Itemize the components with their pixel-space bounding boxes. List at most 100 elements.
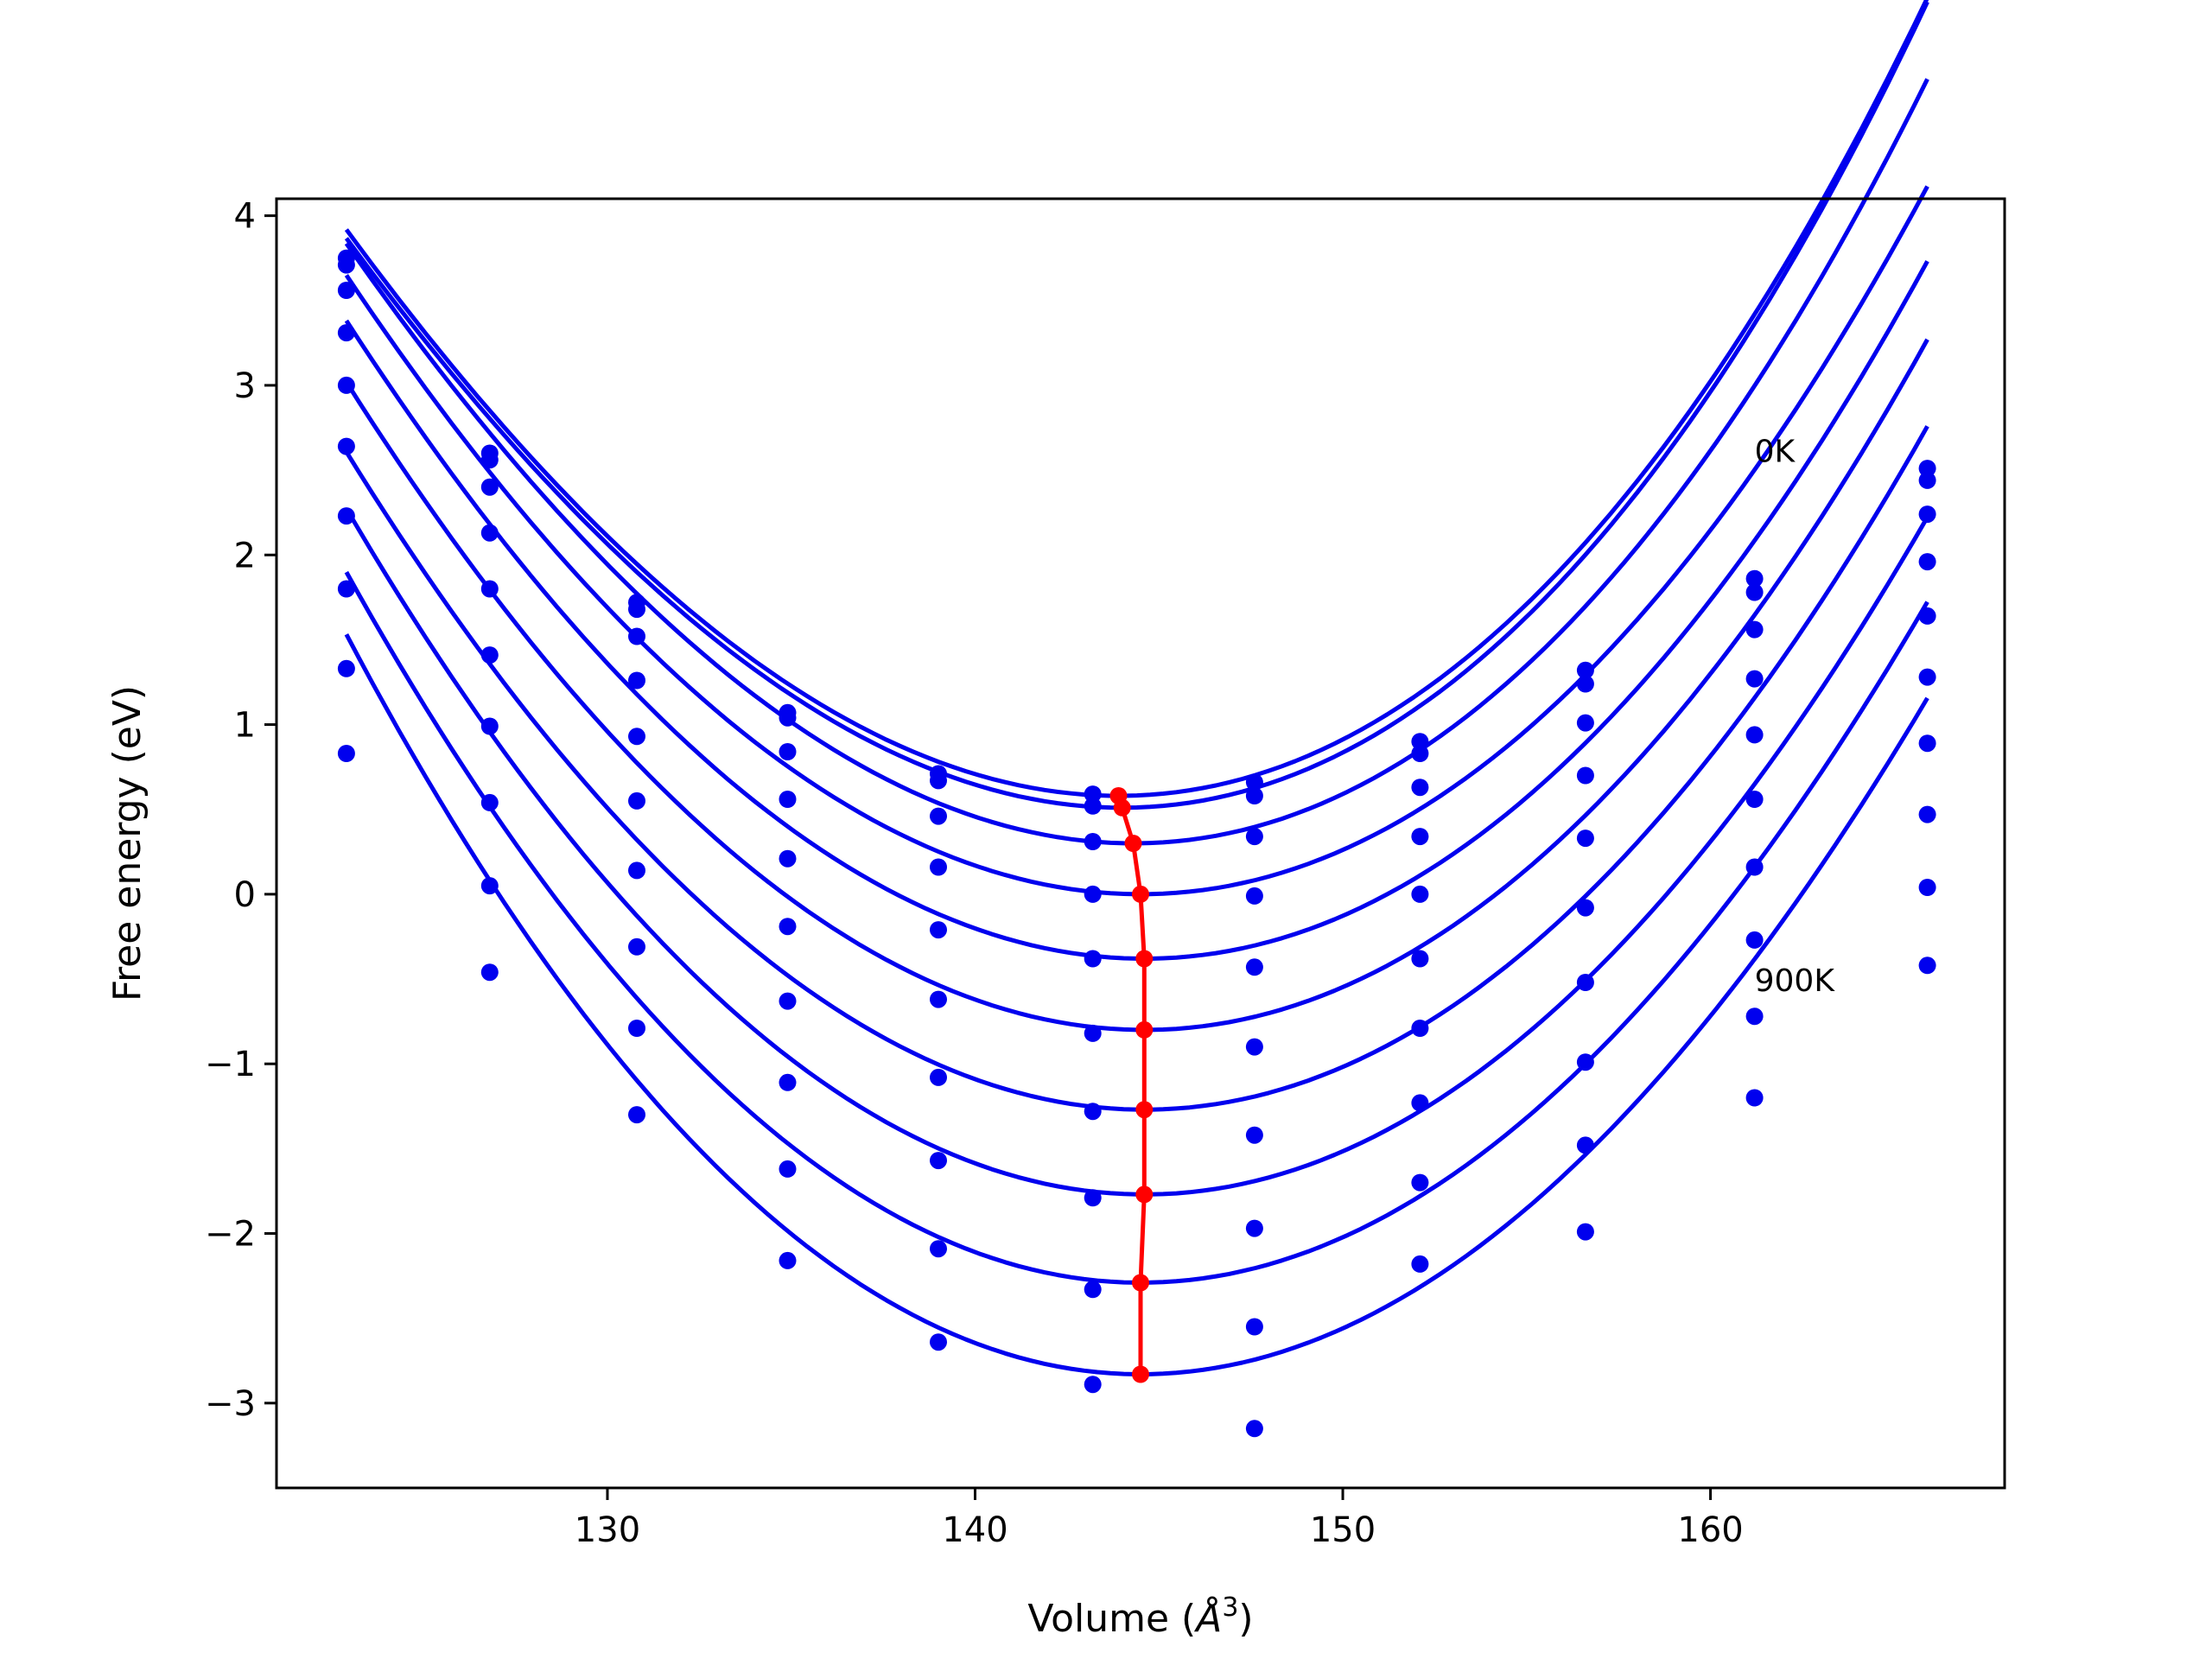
data-point-1-3 bbox=[779, 709, 797, 727]
annotation-0: 0K bbox=[1755, 434, 1796, 469]
data-point-9-3 bbox=[779, 1251, 797, 1269]
data-point-7-7 bbox=[1411, 1094, 1429, 1112]
data-point-5-0 bbox=[337, 437, 355, 455]
data-point-7-3 bbox=[779, 1073, 797, 1091]
data-point-5-4 bbox=[930, 990, 947, 1008]
data-point-4-9 bbox=[1745, 726, 1764, 744]
data-point-3-6 bbox=[1245, 887, 1263, 905]
data-point-6-10 bbox=[1918, 734, 1936, 753]
data-point-8-8 bbox=[1576, 1136, 1594, 1154]
data-point-3-0 bbox=[337, 324, 355, 342]
data-point-5-5 bbox=[1084, 1024, 1102, 1042]
data-point-3-1 bbox=[480, 524, 499, 542]
y-tick-label-2: 2 bbox=[234, 536, 256, 575]
data-point-5-2 bbox=[628, 791, 645, 810]
data-point-3-9 bbox=[1745, 670, 1764, 688]
data-point-8-3 bbox=[779, 1160, 797, 1178]
data-point-6-9 bbox=[1745, 858, 1764, 876]
y-tick-label-1: 1 bbox=[234, 706, 256, 746]
data-point-5-3 bbox=[779, 918, 797, 936]
data-point-1-2 bbox=[628, 601, 645, 619]
data-point-9-2 bbox=[628, 1106, 645, 1124]
data-point-3-10 bbox=[1918, 553, 1936, 571]
data-point-7-2 bbox=[628, 938, 645, 956]
data-point-8-0 bbox=[337, 659, 355, 677]
fit-curve-0 bbox=[344, 0, 1929, 798]
data-point-0-8 bbox=[1576, 661, 1594, 679]
minimum-path bbox=[1116, 795, 1147, 1375]
data-point-6-2 bbox=[628, 861, 645, 880]
data-point-3-5 bbox=[1084, 885, 1102, 903]
data-point-7-10 bbox=[1918, 805, 1936, 823]
data-point-4-7 bbox=[1411, 885, 1429, 903]
data-point-4-0 bbox=[337, 376, 355, 394]
data-point-5-10 bbox=[1918, 668, 1936, 686]
y-tick-label-3: 3 bbox=[234, 366, 256, 406]
data-point-3-4 bbox=[930, 858, 947, 876]
data-point-3-7 bbox=[1411, 828, 1429, 846]
data-point-9-9 bbox=[1745, 1089, 1764, 1107]
plot-frame bbox=[275, 197, 2006, 1490]
data-point-1-9 bbox=[1745, 583, 1764, 601]
data-point-2-8 bbox=[1576, 714, 1594, 732]
annotation-1: 900K bbox=[1755, 963, 1836, 999]
minimum-point-4 bbox=[1135, 950, 1154, 968]
data-point-9-0 bbox=[337, 745, 355, 762]
data-point-7-4 bbox=[930, 1152, 947, 1170]
data-point-8-5 bbox=[1084, 1281, 1102, 1299]
data-point-9-5 bbox=[1084, 1376, 1102, 1394]
minimum-point-9 bbox=[1132, 1365, 1149, 1383]
data-point-1-10 bbox=[1918, 471, 1936, 489]
data-point-8-1 bbox=[480, 877, 499, 895]
data-point-6-0 bbox=[337, 507, 355, 525]
data-point-2-4 bbox=[930, 807, 947, 825]
data-point-7-5 bbox=[1084, 1189, 1102, 1207]
data-point-9-4 bbox=[930, 1333, 947, 1351]
data-point-1-8 bbox=[1576, 675, 1594, 693]
data-point-4-1 bbox=[480, 580, 499, 598]
x-tick-label-130: 130 bbox=[575, 1510, 640, 1550]
annotations: 0K 900K bbox=[1755, 434, 1836, 999]
data-point-4-6 bbox=[1245, 958, 1263, 976]
data-point-8-6 bbox=[1245, 1318, 1263, 1336]
data-point-6-3 bbox=[779, 992, 797, 1010]
data-point-6-5 bbox=[1084, 1103, 1102, 1121]
data-point-8-10 bbox=[1918, 879, 1936, 896]
data-point-8-7 bbox=[1411, 1173, 1429, 1192]
data-point-0-7 bbox=[1411, 733, 1429, 751]
y-tick-label--2: −2 bbox=[205, 1215, 256, 1255]
data-point-7-9 bbox=[1745, 931, 1764, 949]
data-point-9-7 bbox=[1411, 1255, 1429, 1273]
data-point-6-6 bbox=[1245, 1126, 1263, 1144]
data-point-2-2 bbox=[628, 627, 645, 645]
y-tick-label--3: −3 bbox=[205, 1384, 256, 1424]
data-point-2-9 bbox=[1745, 620, 1764, 639]
data-point-4-3 bbox=[779, 849, 797, 868]
data-point-6-4 bbox=[930, 1068, 947, 1086]
y-tick-label-4: 4 bbox=[234, 197, 256, 237]
x-axis-ticks: 130 140 150 160 bbox=[575, 1488, 1744, 1550]
y-tick-label--1: −1 bbox=[205, 1045, 256, 1084]
data-point-4-5 bbox=[1084, 950, 1102, 968]
data-point-0-9 bbox=[1745, 569, 1764, 588]
data-point-6-8 bbox=[1576, 974, 1594, 991]
x-tick-label-160: 160 bbox=[1677, 1510, 1743, 1550]
data-point-3-8 bbox=[1576, 766, 1594, 785]
minimum-point-2 bbox=[1124, 835, 1142, 852]
minimum-point-8 bbox=[1132, 1274, 1149, 1292]
x-axis-label: Volume (Å3) bbox=[1027, 1592, 1253, 1641]
y-axis-ticks: −3 −2 −1 0 1 2 3 4 bbox=[205, 197, 276, 1424]
y-tick-label-0: 0 bbox=[234, 875, 256, 915]
data-point-4-8 bbox=[1576, 830, 1594, 848]
data-point-4-10 bbox=[1918, 607, 1936, 625]
data-points bbox=[337, 249, 1936, 1438]
data-point-3-2 bbox=[628, 671, 645, 690]
data-point-6-7 bbox=[1411, 1020, 1429, 1037]
minimum-line bbox=[1109, 787, 1154, 1383]
data-point-5-6 bbox=[1245, 1038, 1263, 1056]
data-point-5-9 bbox=[1745, 791, 1764, 808]
data-point-1-5 bbox=[1084, 797, 1102, 815]
data-point-7-0 bbox=[337, 580, 355, 598]
data-point-1-7 bbox=[1411, 745, 1429, 762]
